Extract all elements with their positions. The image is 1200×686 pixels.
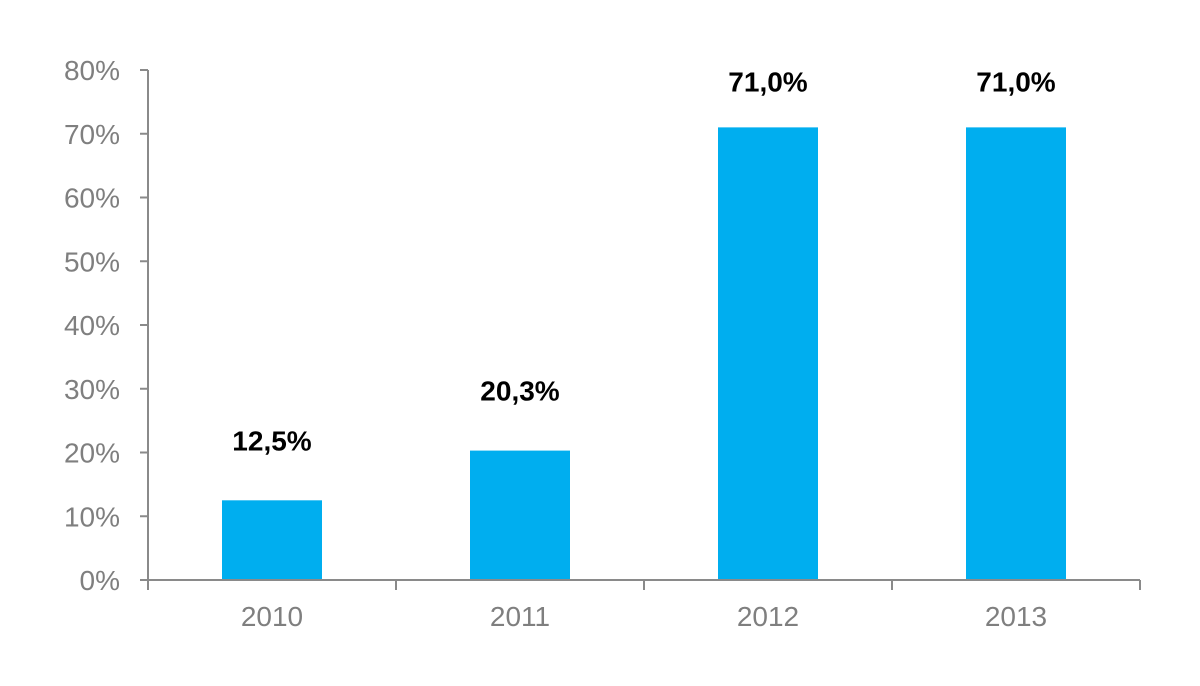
y-tick-label: 80% xyxy=(64,55,120,86)
axes-layer: 2010 2011 2012 2013 0% 10% 20% 30% 40% 50% 60% 70% 8… xyxy=(64,55,1141,632)
data-label-2010: 12,5% xyxy=(232,425,311,456)
data-label-2013: 71,0% xyxy=(976,66,1055,97)
bars-layer xyxy=(222,127,1066,580)
bar-2011 xyxy=(470,450,570,580)
y-tick-label: 50% xyxy=(64,246,120,277)
x-tick-label-2010: 2010 xyxy=(241,601,303,632)
y-tick-label: 20% xyxy=(64,438,120,469)
y-tick-label: 40% xyxy=(64,310,120,341)
y-tick-label: 30% xyxy=(64,374,120,405)
data-label-2011: 20,3% xyxy=(480,376,559,407)
x-tick-label-2012: 2012 xyxy=(737,601,799,632)
bar-2010 xyxy=(222,500,322,580)
y-tick-label: 60% xyxy=(64,183,120,214)
x-tick-label-2011: 2011 xyxy=(490,601,550,632)
y-tick-label: 70% xyxy=(64,119,120,150)
data-label-2012: 71,0% xyxy=(728,66,807,97)
y-tick-label: 0% xyxy=(80,565,120,596)
data-labels-layer: 12,5% 20,3% 71,0% 71,0% xyxy=(232,66,1055,456)
x-tick-label-2013: 2013 xyxy=(985,601,1047,632)
bar-2012 xyxy=(718,127,818,580)
bar-2013 xyxy=(966,127,1066,580)
y-tick-label: 10% xyxy=(64,501,120,532)
